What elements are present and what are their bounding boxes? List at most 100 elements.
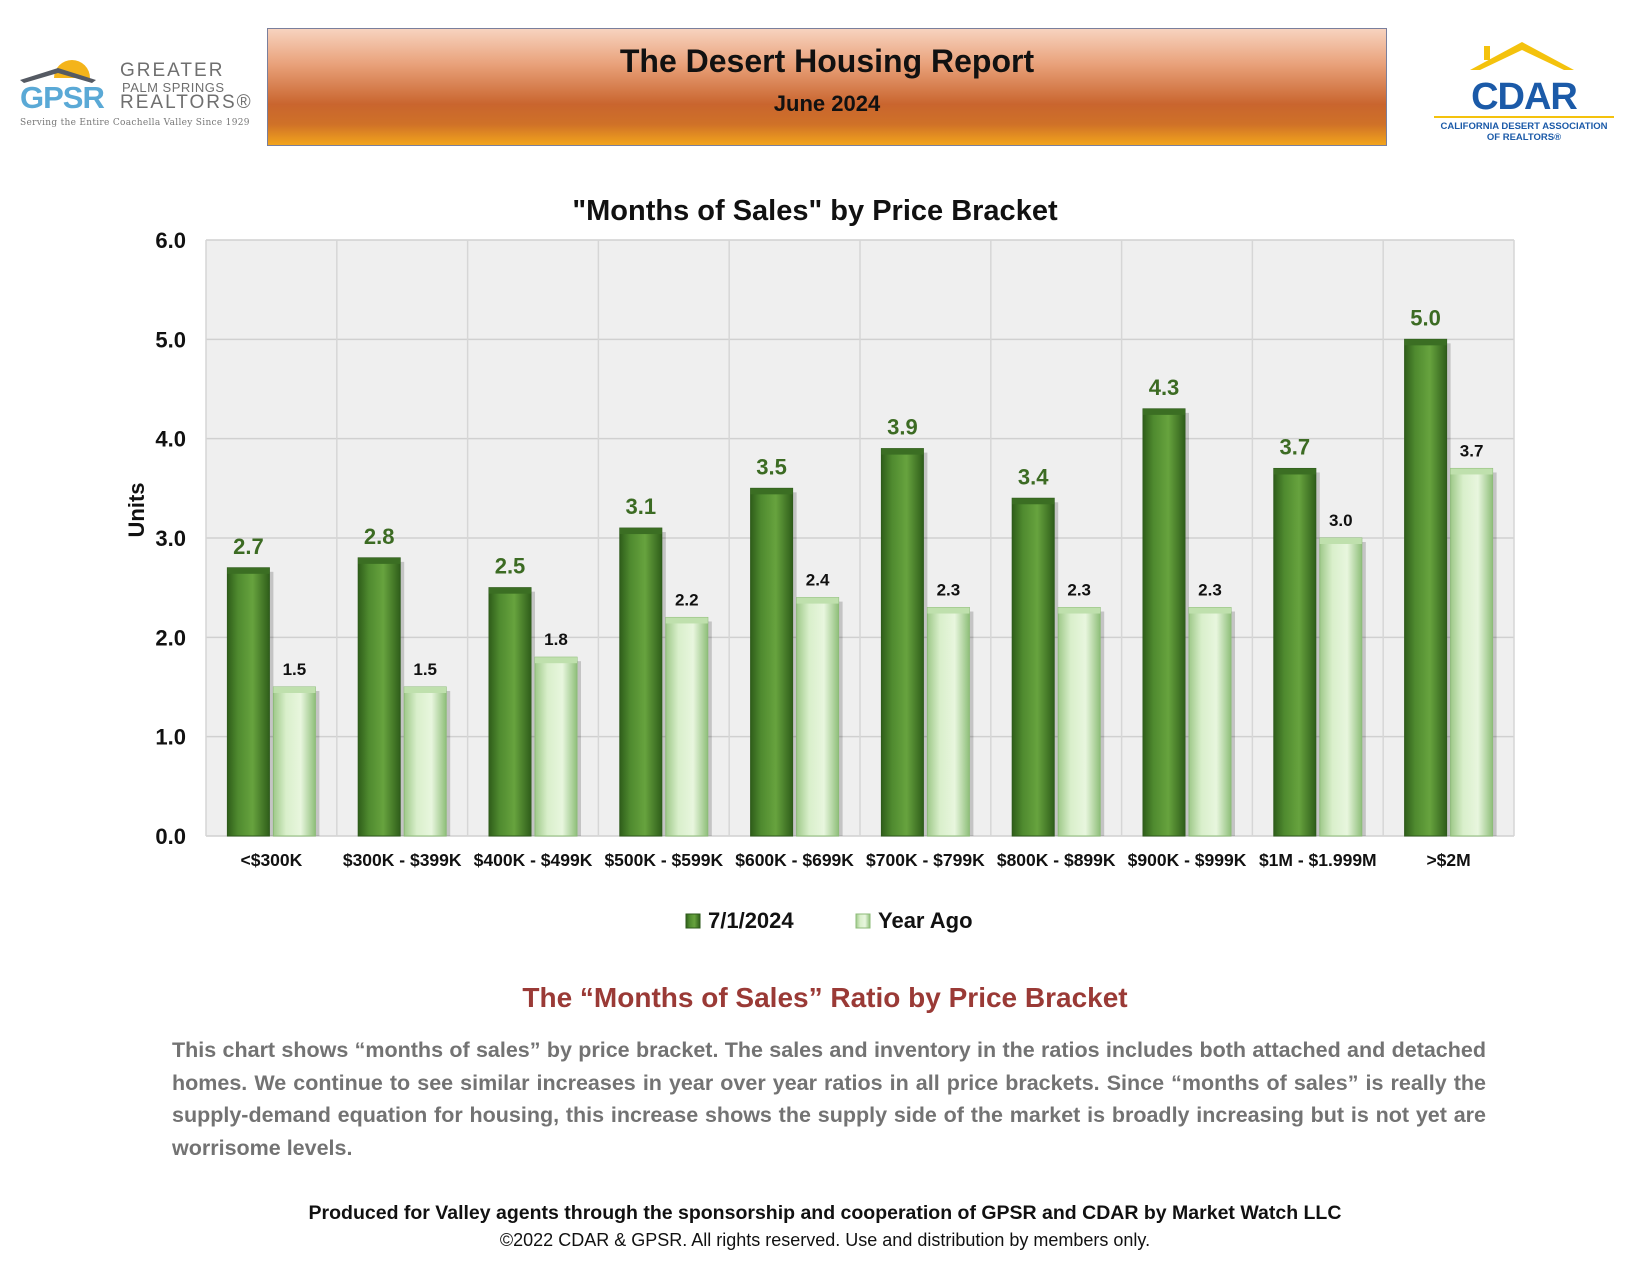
bar-cap [1404,339,1447,346]
data-label: 2.8 [364,524,395,549]
bar-body [619,527,663,837]
y-tick-label: 6.0 [155,228,186,253]
bar-body [272,686,316,837]
bar-year-ago [1188,607,1235,837]
bar-body [796,597,840,837]
gpsr-letters: GPSR [20,80,105,115]
bars: 2.7 2.8 2.5 3.1 3.5 3.9 3.4 4.3 3.7 5.0 1.5 1.5 1.8 2… [226,305,1497,837]
bar-body [926,607,970,837]
x-tick-label: $600K - $699K [735,850,854,870]
cdar-logo: CDAR CALIFORNIA DESERT ASSOCIATION OF RE… [1424,38,1624,148]
bar-cap [927,607,970,614]
data-label: 2.5 [495,554,526,579]
section-body: This chart shows “months of sales” by pr… [172,1038,1486,1160]
bar-year-ago [1057,607,1105,837]
bar-current [880,448,928,837]
bar-cap [881,448,924,455]
bar-cap [1450,468,1493,475]
legend-swatch [685,913,701,929]
bar-year-ago [534,656,581,837]
data-label: 5.0 [1410,305,1441,330]
bar-current [750,487,797,837]
bar-cap [1143,408,1185,415]
gpsr-word-palm-springs: PALM SPRINGS [122,80,225,95]
data-label: 2.2 [675,590,699,609]
y-tick-label: 3.0 [155,526,186,551]
bar-year-ago [1319,537,1366,837]
bar-cap [1189,607,1231,614]
cdar-subtitle-line2: OF REALTORS® [1486,132,1562,143]
bar-current [1404,338,1451,837]
bar-cap [750,488,793,495]
bar-cap [1319,538,1362,544]
report-title: The Desert Housing Report [619,43,1035,79]
report-date: June 2024 [773,91,881,116]
bar-current [1273,467,1320,837]
x-tick-label: $700K - $799K [866,850,985,870]
y-tick-label: 5.0 [155,327,186,352]
y-tick-label: 2.0 [155,625,186,650]
x-tick-label: $300K - $399K [343,850,462,870]
x-tick-label: <$300K [241,850,303,870]
data-label: 4.3 [1149,375,1180,400]
bar-body [1057,607,1101,837]
gpsr-word-greater: GREATER [120,60,225,81]
bar-current [1142,408,1189,837]
cdar-roof-icon [1434,42,1614,118]
bar-body [1319,537,1363,837]
bar-year-ago [926,607,974,837]
y-tick-label: 1.0 [155,725,186,750]
bar-body [488,587,532,837]
gpsr-tagline: Serving the Entire Coachella Valley Sinc… [20,118,250,128]
data-label: 1.5 [283,660,307,679]
data-label: 2.3 [937,581,961,600]
bar-year-ago [665,616,712,837]
bar-cap [619,528,662,535]
bar-cap [665,617,708,624]
bar-body [665,616,709,837]
gpsr-logo: GPSR GREATER PALM SPRINGS REALTORS® Serv… [12,50,251,130]
legend-label: 7/1/2024 [708,908,794,933]
bar-current [226,567,274,837]
bar-cap [1273,468,1316,475]
data-label: 2.7 [233,534,264,559]
bar-body [750,487,794,837]
data-label: 1.5 [413,660,437,679]
bar-current [619,527,666,837]
bar-body [1450,467,1494,837]
bar-body [1142,408,1186,837]
bar-body [1273,467,1317,837]
gpsr-sun-roof-icon [18,60,118,114]
bar-cap [404,687,447,693]
bar-current [488,587,535,837]
data-label: 3.7 [1280,434,1311,459]
bar-cap [489,587,531,594]
bar-cap [796,597,839,604]
cdar-name: CDAR [1471,76,1578,118]
y-axis-label: Units [124,483,149,538]
bar-cap [1058,607,1101,614]
bar-cap [1012,498,1055,505]
header-banner: The Desert Housing Report June 2024 [267,28,1387,146]
bar-body [1011,497,1055,837]
legend-label: Year Ago [878,908,973,933]
bar-body [534,656,578,837]
data-label: 2.3 [1198,581,1222,600]
data-label: 1.8 [544,630,568,649]
gpsr-word-realtors: REALTORS® [120,92,253,113]
legend-swatch [855,913,871,929]
legend: 7/1/2024 Year Ago [685,908,973,933]
bar-cap [273,687,316,693]
bar-year-ago [796,597,843,837]
bar-body [1188,607,1232,837]
bar-year-ago [1450,467,1497,837]
x-tick-label: $900K - $999K [1128,850,1247,870]
bar-cap [227,567,270,574]
bar-current [357,557,405,837]
y-tick-label: 4.0 [155,427,186,452]
x-tick-label: $1M - $1.999M [1259,850,1377,870]
bar-body [403,686,447,837]
y-tick-label: 0.0 [155,824,186,849]
data-label: 3.9 [887,415,918,440]
data-label: 3.1 [626,494,657,519]
